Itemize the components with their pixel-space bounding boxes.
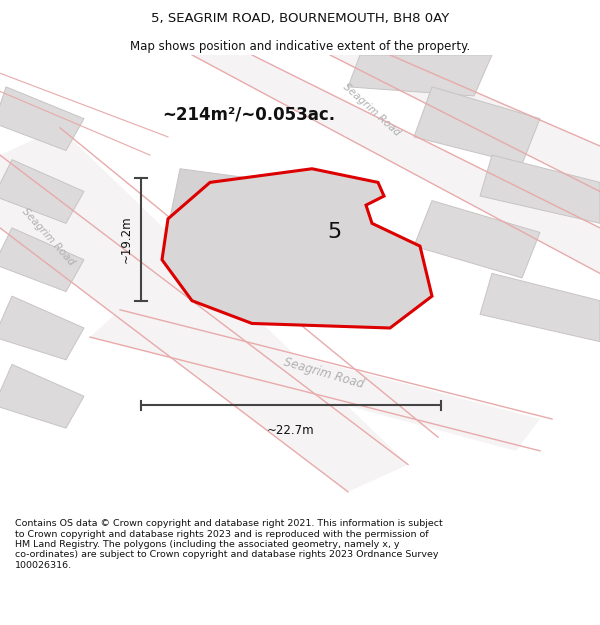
Text: ~19.2m: ~19.2m — [119, 216, 133, 263]
Text: ~214m²/~0.053ac.: ~214m²/~0.053ac. — [162, 105, 335, 123]
Text: 5: 5 — [328, 222, 342, 242]
Polygon shape — [480, 155, 600, 223]
Polygon shape — [330, 55, 600, 191]
Text: Seagrim Road: Seagrim Road — [283, 356, 365, 391]
Polygon shape — [0, 296, 84, 360]
Text: Map shows position and indicative extent of the property.: Map shows position and indicative extent… — [130, 39, 470, 52]
Polygon shape — [0, 127, 408, 492]
Text: Contains OS data © Crown copyright and database right 2021. This information is : Contains OS data © Crown copyright and d… — [15, 519, 443, 570]
Text: Seagrim Road: Seagrim Road — [20, 206, 76, 268]
Text: ~22.7m: ~22.7m — [267, 424, 315, 436]
Polygon shape — [192, 55, 600, 273]
Polygon shape — [0, 228, 84, 292]
Polygon shape — [414, 201, 540, 278]
Polygon shape — [0, 159, 84, 223]
Polygon shape — [168, 169, 330, 305]
Text: Seagrim Road: Seagrim Road — [341, 81, 403, 138]
Polygon shape — [348, 55, 492, 96]
Polygon shape — [0, 364, 84, 428]
Polygon shape — [480, 273, 600, 342]
Polygon shape — [162, 169, 432, 328]
Polygon shape — [414, 87, 540, 164]
Text: 5, SEAGRIM ROAD, BOURNEMOUTH, BH8 0AY: 5, SEAGRIM ROAD, BOURNEMOUTH, BH8 0AY — [151, 12, 449, 25]
Polygon shape — [0, 87, 84, 151]
Polygon shape — [90, 310, 540, 451]
